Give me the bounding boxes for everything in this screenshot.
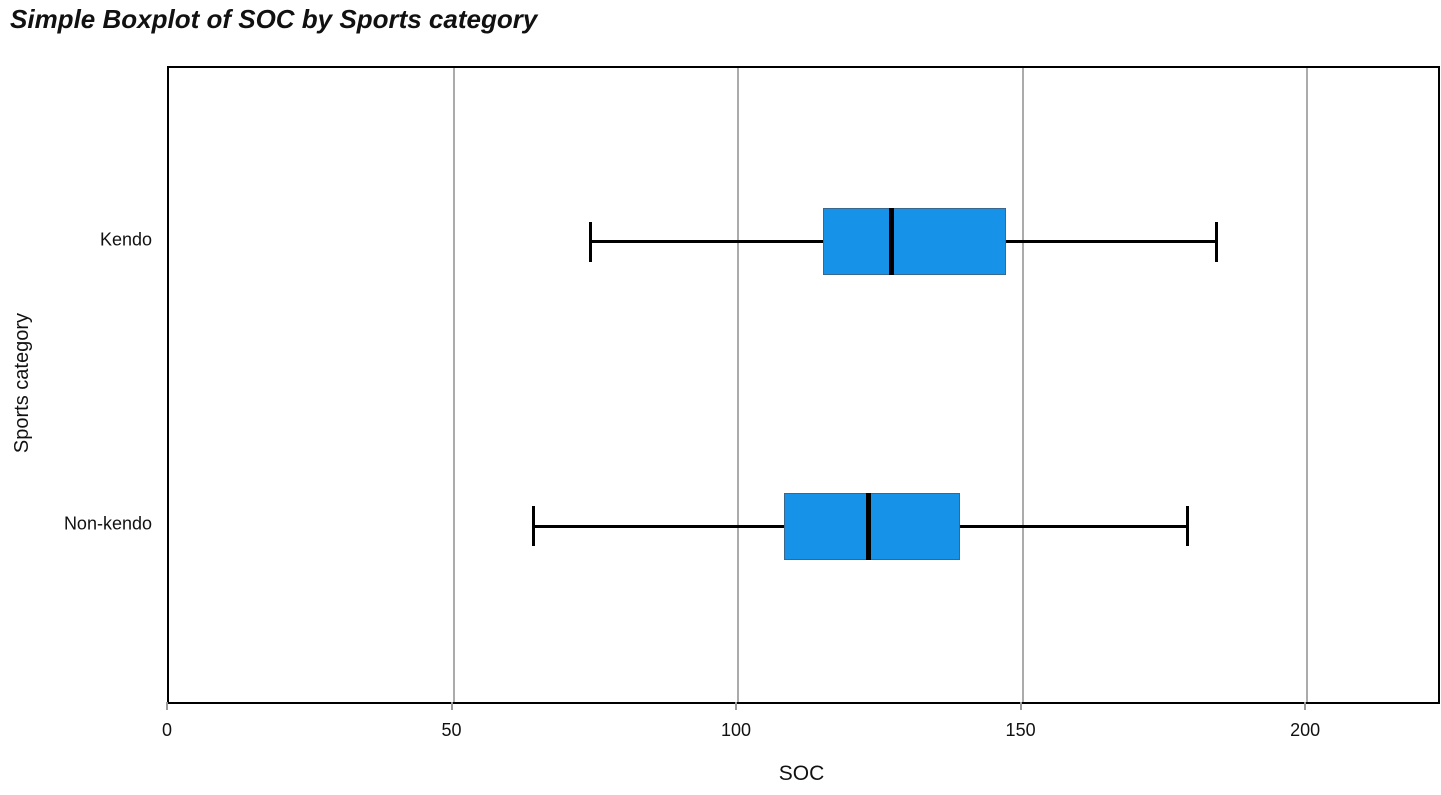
- x-tick-label-200: 200: [1290, 720, 1321, 740]
- x-tick-100: [735, 702, 738, 710]
- box-non-kendo: [783, 492, 960, 560]
- x-tick-200: [1304, 702, 1307, 710]
- median-line-kendo: [889, 208, 895, 276]
- chart-title: Simple Boxplot of SOC by Sports category: [10, 4, 538, 34]
- x-tick-150: [1019, 702, 1022, 710]
- x-tick-label-0: 0: [161, 720, 173, 740]
- x-axis: 0 50 100 150 200: [162, 702, 1436, 762]
- plot-area: [167, 66, 1440, 704]
- x-tick-50: [450, 702, 453, 710]
- category-axis-labels: Kendo Non-kendo: [0, 66, 159, 700]
- box-kendo: [823, 208, 1006, 276]
- gridline-100: [737, 68, 740, 702]
- x-tick-label-50: 50: [441, 720, 462, 740]
- gridline-150: [1021, 68, 1024, 702]
- whisker-cap-low-kendo: [588, 221, 592, 262]
- whisker-cap-low-non-kendo: [531, 506, 535, 547]
- whisker-cap-high-kendo: [1214, 221, 1218, 262]
- gridline-50: [452, 68, 455, 702]
- x-tick-0: [166, 702, 168, 710]
- category-label-non-kendo: Non-kendo: [63, 513, 152, 534]
- median-line-non-kendo: [866, 492, 872, 560]
- x-tick-label-150: 150: [1005, 720, 1036, 740]
- whisker-cap-high-non-kendo: [1186, 506, 1190, 547]
- x-axis-title: SOC: [778, 762, 825, 785]
- x-tick-label-100: 100: [721, 720, 752, 740]
- category-label-kendo: Kendo: [99, 229, 152, 250]
- gridline-200: [1306, 68, 1309, 702]
